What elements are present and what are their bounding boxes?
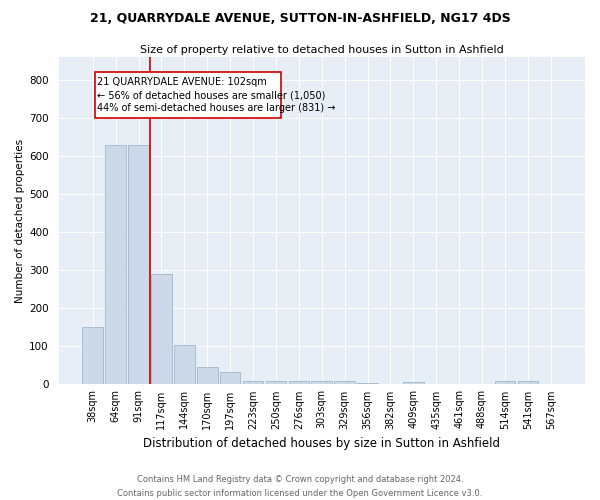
Bar (403, 382, 424, 384)
Y-axis label: Number of detached properties: Number of detached properties (15, 138, 25, 303)
Bar (106, 144, 126, 384)
Bar (151, 274, 172, 384)
Bar (82, 328, 103, 384)
Text: 21, QUARRYDALE AVENUE, SUTTON-IN-ASHFIELD, NG17 4DS: 21, QUARRYDALE AVENUE, SUTTON-IN-ASHFIEL… (89, 12, 511, 26)
Bar (518, 382, 538, 384)
Bar (266, 380, 286, 384)
Title: Size of property relative to detached houses in Sutton in Ashfield: Size of property relative to detached ho… (140, 45, 503, 55)
Bar (243, 380, 263, 384)
Text: Contains HM Land Registry data © Crown copyright and database right 2024.
Contai: Contains HM Land Registry data © Crown c… (118, 476, 482, 498)
Bar (311, 382, 332, 384)
Text: ← 56% of detached houses are smaller (1,050): ← 56% of detached houses are smaller (1,… (97, 90, 326, 100)
Text: 21 QUARRYDALE AVENUE: 102sqm: 21 QUARRYDALE AVENUE: 102sqm (97, 78, 267, 88)
Text: 44% of semi-detached houses are larger (831) →: 44% of semi-detached houses are larger (… (97, 103, 336, 113)
Bar (220, 372, 241, 384)
Bar (334, 382, 355, 384)
Bar (197, 368, 218, 384)
X-axis label: Distribution of detached houses by size in Sutton in Ashfield: Distribution of detached houses by size … (143, 437, 500, 450)
Bar (174, 345, 194, 385)
Bar (95, 72, 281, 118)
Bar (128, 144, 149, 384)
Bar (357, 382, 378, 384)
Bar (494, 382, 515, 384)
Bar (289, 382, 309, 384)
